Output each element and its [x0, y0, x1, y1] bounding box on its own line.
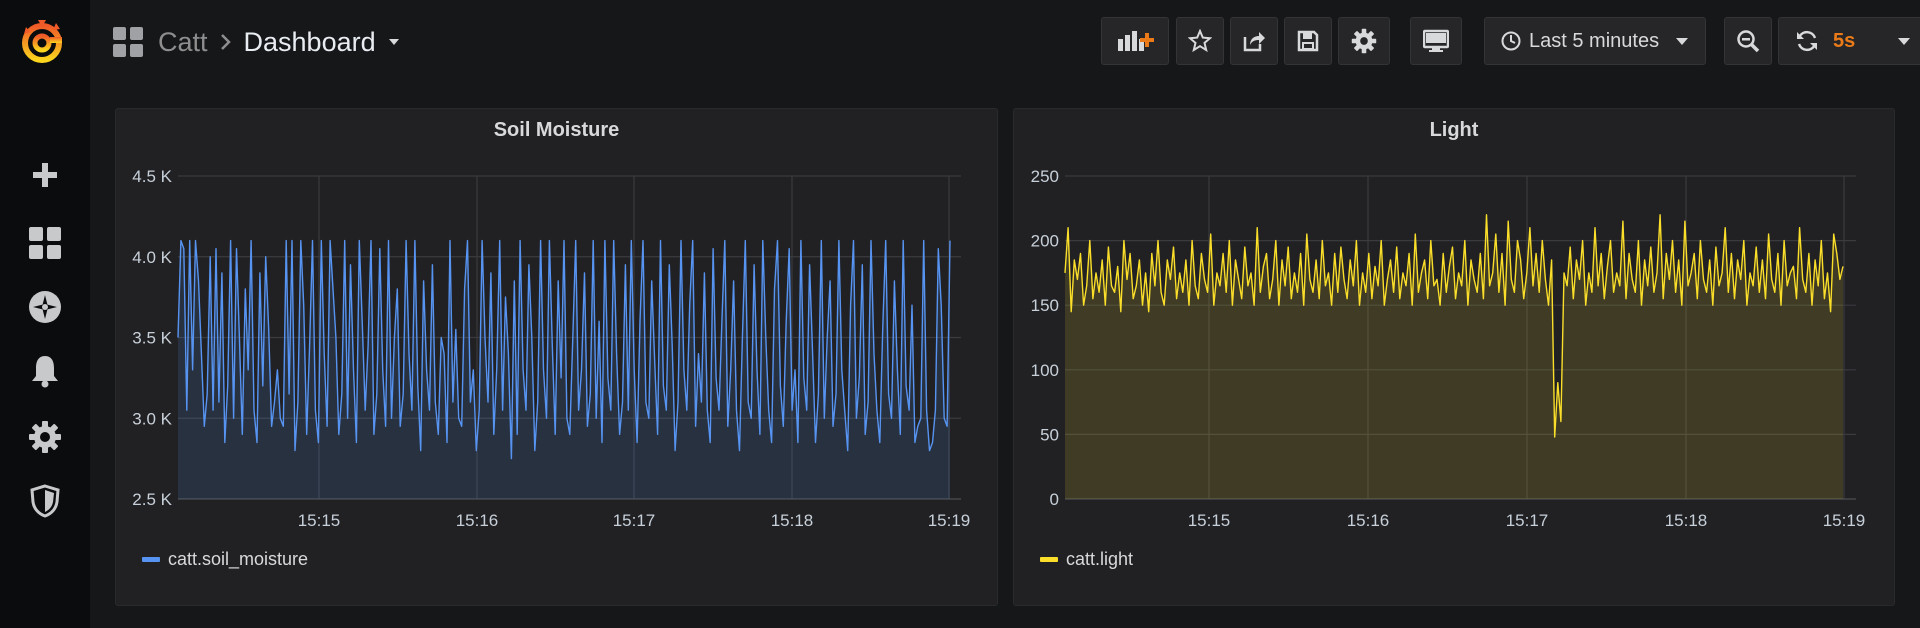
chevron-right-icon [220, 34, 231, 50]
panel-title[interactable]: Soil Moisture [493, 119, 620, 141]
x-tick-label: 15:17 [613, 511, 656, 530]
x-tick-label: 15:19 [928, 511, 971, 530]
caret-down-icon [1898, 38, 1910, 45]
x-tick-label: 15:17 [1506, 511, 1549, 530]
dashboards-icon[interactable] [26, 224, 64, 262]
x-tick-label: 15:19 [1823, 511, 1866, 530]
shield-icon[interactable] [26, 482, 64, 520]
refresh-picker[interactable]: 5s [1778, 17, 1920, 65]
series-line-catt.soil_moisture[interactable] [177, 239, 951, 460]
y-tick-label: 2.5 K [132, 490, 172, 509]
grafana-logo[interactable] [20, 17, 66, 65]
gear-icon[interactable] [26, 418, 64, 456]
y-tick-label: 100 [1031, 361, 1059, 380]
share-icon [1243, 32, 1265, 52]
save-button[interactable] [1284, 17, 1332, 65]
soil-moisture-chart: 2.5 K 3.0 K 3.5 K 4.0 K 4.5 K 15:15 15:16 15:17… [132, 167, 971, 530]
legend: catt.soil_moisture [142, 549, 308, 570]
refresh-interval-label: 5s [1833, 29, 1856, 52]
caret-down-icon [1676, 38, 1688, 45]
time-range-label: Last 5 minutes [1529, 29, 1660, 52]
x-tick-label: 15:15 [1188, 511, 1231, 530]
x-tick-label: 15:18 [1665, 511, 1708, 530]
explore-icon[interactable] [26, 288, 64, 326]
monitor-icon [1423, 29, 1449, 52]
folder-link[interactable]: Catt [158, 26, 208, 57]
light-chart: 0 50 100 150 200 250 15:15 15:16 15:17 15:18 15:19 [1031, 167, 1866, 530]
x-tick-label: 15:16 [1347, 511, 1390, 530]
clock-icon [1501, 31, 1521, 51]
legend: catt.light [1040, 549, 1133, 570]
panel-title[interactable]: Light [1429, 119, 1479, 141]
refresh-icon [1797, 30, 1817, 52]
y-tick-label: 250 [1031, 167, 1059, 186]
y-tick-label: 150 [1031, 296, 1059, 315]
top-navbar: Catt Dashboard Last 5 minutes 5s [90, 0, 1920, 84]
panel-light: Light 0 50 100 150 200 250 15:15 15:16 15:17 15:1… [1013, 108, 1895, 606]
panel-soil-moisture: Soil Moisture 2.5 K 3.0 K 3.5 K 4.0 K 4.5 K 1… [115, 108, 998, 606]
star-button[interactable] [1176, 17, 1224, 65]
tv-mode-button[interactable] [1410, 17, 1462, 65]
series-line-catt.light[interactable] [1064, 214, 1844, 438]
caret-down-icon[interactable] [388, 38, 400, 46]
settings-button[interactable] [1338, 17, 1390, 65]
y-tick-label: 50 [1040, 425, 1059, 444]
bell-icon[interactable] [26, 352, 64, 390]
zoom-out-icon [1737, 30, 1760, 53]
y-tick-label: 0 [1050, 490, 1059, 509]
legend-swatch [142, 557, 160, 562]
share-button[interactable] [1230, 17, 1278, 65]
y-tick-label: 200 [1031, 232, 1059, 251]
plus-icon[interactable] [26, 156, 64, 194]
zoom-out-button[interactable] [1724, 17, 1772, 65]
time-range-picker[interactable]: Last 5 minutes [1484, 17, 1706, 65]
add-panel-icon [1118, 31, 1154, 51]
side-menu [0, 0, 90, 628]
y-tick-label: 3.0 K [132, 409, 172, 428]
series-area-catt.soil_moisture [178, 240, 950, 499]
gear-icon [1351, 28, 1377, 54]
x-tick-label: 15:18 [771, 511, 814, 530]
y-tick-label: 4.5 K [132, 167, 172, 186]
x-tick-label: 15:15 [298, 511, 341, 530]
legend-swatch [1040, 557, 1058, 562]
y-tick-label: 4.0 K [132, 248, 172, 267]
save-icon [1297, 30, 1319, 52]
star-icon [1188, 29, 1212, 53]
dashboard-title[interactable]: Dashboard [243, 26, 376, 57]
y-tick-label: 3.5 K [132, 329, 172, 348]
legend-series-name[interactable]: catt.soil_moisture [168, 549, 309, 569]
x-tick-label: 15:16 [456, 511, 499, 530]
apps-icon[interactable] [112, 26, 144, 58]
legend-series-name[interactable]: catt.light [1066, 549, 1134, 569]
add-panel-button[interactable] [1101, 17, 1169, 65]
breadcrumb: Catt Dashboard [112, 22, 400, 62]
